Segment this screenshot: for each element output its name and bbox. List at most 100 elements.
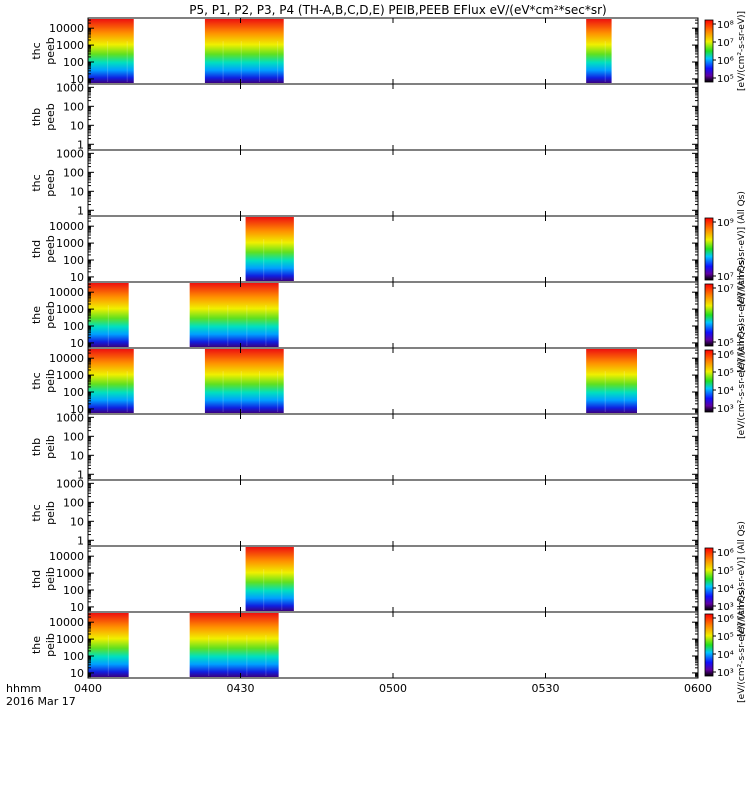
colorbar-label: [eV/(cm²-s-sr-eV)] (All Qs) <box>737 521 747 637</box>
y-tick-label: 10 <box>70 515 84 528</box>
colorbar <box>704 547 714 611</box>
y-tick-label: 100 <box>63 496 84 509</box>
colorbar-tick-label: 10⁶ <box>717 56 734 67</box>
panel-3: 1 10 100 1000 thc peeb <box>30 147 699 217</box>
y-tick-label: 10000 <box>49 616 84 629</box>
y-tick-label: 10000 <box>49 22 84 35</box>
y-tick-label: 10 <box>70 185 84 198</box>
colorbar <box>704 613 714 677</box>
spectrogram-block <box>189 613 279 677</box>
y-tick-label: 1000 <box>56 411 84 424</box>
panel-label-probe: thc <box>30 372 43 389</box>
y-tick-label: 10 <box>70 119 84 132</box>
colorbar-tick-label: 10³ <box>717 602 734 613</box>
panel-label-probe: thb <box>30 438 43 456</box>
colorbar <box>704 283 714 347</box>
panel-label-product: peeb <box>44 301 57 329</box>
colorbar-label: [eV/(cm²-s-sr-eV)] <box>737 11 747 91</box>
panel-label-product: peeb <box>44 37 57 65</box>
y-tick-label: 100 <box>63 56 84 69</box>
y-tick-label: 1000 <box>56 147 84 160</box>
colorbar <box>704 19 714 83</box>
y-tick-label: 10 <box>70 449 84 462</box>
colorbar-tick-label: 10⁴ <box>717 386 734 397</box>
y-tick-label: 100 <box>63 254 84 267</box>
spectrogram-block <box>189 283 279 347</box>
y-tick-label: 1000 <box>56 81 84 94</box>
panel-frame <box>87 83 699 151</box>
colorbar <box>704 217 714 281</box>
y-tick-label: 10 <box>70 337 84 350</box>
colorbar-tick-label: 10⁴ <box>717 584 734 595</box>
panel-label-product: peib <box>44 567 57 591</box>
panel-frame <box>87 611 699 679</box>
y-tick-label: 10 <box>70 271 84 284</box>
panel-frame <box>87 545 699 613</box>
x-tick-label: 0530 <box>532 682 560 695</box>
colorbar-tick-label: 10⁷ <box>717 272 734 283</box>
y-tick-label: 1 <box>77 534 84 547</box>
spectrogram-block <box>88 613 129 677</box>
panel-label-product: peeb <box>44 235 57 263</box>
y-tick-label: 1000 <box>56 369 84 382</box>
y-tick-label: 10000 <box>49 220 84 233</box>
colorbar-tick-label: 10⁵ <box>717 74 734 85</box>
colorbar-tick-label: 10⁵ <box>717 338 734 349</box>
panel-label-probe: thc <box>30 42 43 59</box>
panel-label-probe: thd <box>30 570 43 588</box>
spectrogram-block <box>204 349 284 413</box>
panel-label-probe: thd <box>30 240 43 258</box>
panel-label-probe: the <box>30 636 43 654</box>
y-tick-label: 10 <box>70 403 84 416</box>
y-tick-label: 1000 <box>56 303 84 316</box>
panel-label-product: peib <box>44 501 57 525</box>
colorbar-tick-label: 10⁷ <box>717 38 734 49</box>
panel-label-product: peib <box>44 369 57 393</box>
colorbar <box>704 349 714 413</box>
y-tick-label: 1000 <box>56 237 84 250</box>
spectrogram-block <box>88 19 134 83</box>
y-tick-label: 1000 <box>56 477 84 490</box>
colorbar-label: [eV/(cm²-s-sr-eV)] (All Qs) <box>737 257 747 373</box>
panel-5: 10 100 1000 10000 the peeb 10⁵ 10⁷ [eV/(cm²-s-sr… <box>30 257 747 373</box>
colorbar-tick-label: 10⁶ <box>717 350 734 361</box>
y-tick-label: 1 <box>77 204 84 217</box>
spectrogram-block <box>586 19 612 83</box>
x-tick-label: 0600 <box>684 682 712 695</box>
colorbar-tick-label: 10³ <box>717 668 734 679</box>
panel-9: 10 100 1000 10000 thd peib 10³ 10⁴ 10⁵ 10⁶ [eV/(cm… <box>30 521 747 637</box>
y-tick-label: 10 <box>70 667 84 680</box>
colorbar-tick-label: 10⁹ <box>717 218 734 229</box>
panel-10: 10 100 1000 10000 the peib 10³ 10⁴ 10⁵ 10⁶ [eV/(cm… <box>30 587 747 703</box>
panel-1: 10 100 1000 10000 thc peeb 10⁵ 10⁶ 10⁷ 10⁸ [eV/(cm… <box>30 11 747 91</box>
y-tick-label: 10 <box>70 73 84 86</box>
panel-label-product: peeb <box>44 169 57 197</box>
colorbar-label: [eV/(cm²-s-sr-eV)] (All Qs) <box>737 587 747 703</box>
y-tick-label: 10000 <box>49 286 84 299</box>
y-tick-label: 100 <box>63 430 84 443</box>
colorbar-tick-label: 10⁶ <box>717 548 734 559</box>
colorbar-tick-label: 10⁵ <box>717 368 734 379</box>
y-tick-label: 10000 <box>49 352 84 365</box>
panel-frame <box>87 413 699 481</box>
panel-label-probe: the <box>30 306 43 324</box>
panel-2: 1 10 100 1000 thb peeb <box>30 81 699 151</box>
spectrogram-block <box>88 283 129 347</box>
panel-frame <box>87 281 699 349</box>
spectrogram-block <box>245 547 294 611</box>
x-axis-label: hhmm <box>6 682 41 695</box>
y-tick-label: 1 <box>77 468 84 481</box>
x-tick-label: 0430 <box>227 682 255 695</box>
y-tick-label: 100 <box>63 584 84 597</box>
colorbar-tick-label: 10³ <box>717 404 734 415</box>
colorbar-tick-label: 10⁵ <box>717 632 734 643</box>
colorbar-tick-label: 10⁴ <box>717 650 734 661</box>
y-tick-label: 1000 <box>56 567 84 580</box>
colorbar-tick-label: 10⁸ <box>717 20 734 31</box>
y-tick-label: 1000 <box>56 39 84 52</box>
panel-label-product: peib <box>44 435 57 459</box>
panel-4: 10 100 1000 10000 thd peeb 10⁷ 10⁹ [eV/(cm²-s-sr… <box>30 191 747 307</box>
panel-label-probe: thc <box>30 504 43 521</box>
